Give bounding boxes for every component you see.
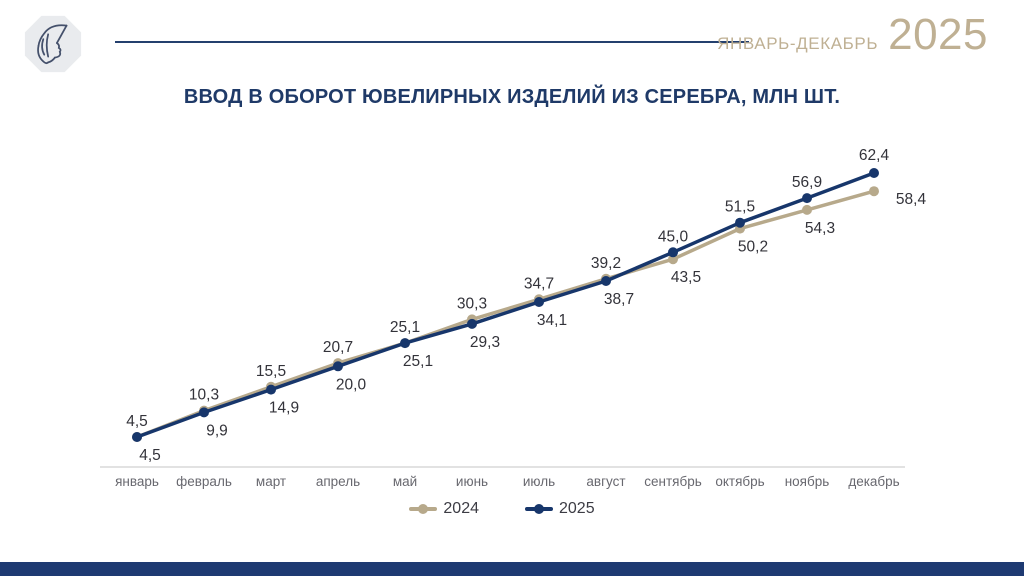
data-label-2024: 50,2 [738, 239, 768, 256]
report-period: ЯНВАРЬ-ДЕКАБРЬ 2025 [717, 10, 988, 60]
data-label-2025: 62,4 [859, 147, 890, 164]
data-point-2025 [735, 217, 745, 228]
data-point-2025 [199, 407, 209, 418]
legend-label-2025: 2025 [559, 500, 595, 517]
legend-item-2025: 2025 [525, 500, 595, 518]
data-label-2025: 14,9 [269, 400, 299, 417]
data-label-2024: 58,4 [896, 191, 927, 208]
data-label-2024: 10,3 [189, 387, 219, 404]
data-point-2025 [869, 168, 879, 178]
chart-legend: 2024 2025 [0, 500, 1004, 518]
legend-swatch-2024 [409, 504, 438, 514]
footer-bar [0, 562, 1024, 576]
data-point-2025 [467, 318, 477, 329]
data-label-2024: 34,7 [524, 275, 554, 292]
line-chart: январь февраль март апрель май июнь июль август… [100, 147, 927, 489]
legend-swatch-2025 [525, 504, 553, 514]
woman-head-profile-icon [37, 24, 68, 65]
data-label-2025: 51,5 [725, 199, 755, 216]
data-point-2025 [668, 247, 678, 258]
x-axis-label: апрель [316, 474, 360, 489]
x-axis-label: январь [115, 474, 159, 489]
data-label-2025: 4,5 [139, 447, 161, 464]
data-point-2024 [668, 254, 678, 265]
header-divider [115, 41, 749, 43]
x-axis-label: июнь [456, 474, 488, 489]
x-axis-label: август [586, 474, 625, 489]
data-point-2025 [534, 297, 544, 307]
data-label-2024: 20,7 [323, 339, 353, 356]
x-axis-label: сентябрь [644, 474, 701, 489]
data-label-2024: 25,1 [390, 319, 420, 336]
data-label-2025: 56,9 [792, 174, 822, 191]
data-label-2024: 43,5 [671, 269, 701, 286]
data-label-2025: 25,1 [403, 353, 433, 370]
data-label-2025: 29,3 [470, 334, 500, 351]
data-point-2024 [802, 204, 812, 215]
x-axis-label: июль [523, 474, 555, 489]
data-label-2025: 9,9 [206, 422, 228, 439]
data-point-2025 [601, 276, 611, 286]
logo-octagon [24, 15, 82, 73]
x-axis-label: май [393, 474, 417, 489]
legend-label-2024: 2024 [443, 500, 479, 517]
legend-dot-2025 [534, 504, 544, 514]
data-point-2025 [802, 193, 812, 204]
data-label-2024: 30,3 [457, 295, 487, 312]
data-point-2025 [132, 432, 142, 442]
x-axis-label: февраль [176, 474, 232, 489]
series-line-2025 [136, 171, 875, 439]
x-axis-label: март [256, 474, 286, 489]
period-year: 2025 [888, 10, 988, 59]
data-label-2025: 45,0 [658, 228, 689, 245]
series-line-2024 [136, 189, 875, 439]
data-label-2025: 20,0 [336, 376, 367, 393]
data-point-2025 [333, 361, 343, 372]
x-axis-label: октябрь [715, 474, 764, 489]
data-point-2024 [869, 186, 879, 197]
legend-dot-2024 [418, 504, 429, 514]
legend-item-2024: 2024 [409, 500, 479, 518]
data-label-2025: 38,7 [604, 291, 634, 308]
data-label-2024: 39,2 [591, 255, 621, 272]
data-point-2025 [266, 384, 276, 395]
x-axis-label: ноябрь [785, 474, 830, 489]
data-label-2024: 15,5 [256, 363, 286, 380]
page-title: ВВОД В ОБОРОТ ЮВЕЛИРНЫХ ИЗДЕЛИЙ ИЗ СЕРЕБ… [183, 86, 841, 108]
assay-mark-logo [24, 15, 82, 73]
data-label-2025: 34,1 [537, 312, 567, 329]
data-point-2025 [400, 338, 410, 349]
x-axis-label: декабрь [848, 474, 899, 489]
data-label-2024: 4,5 [126, 413, 148, 430]
period-label: ЯНВАРЬ-ДЕКАБРЬ [717, 34, 879, 53]
data-label-2024: 54,3 [805, 220, 835, 237]
